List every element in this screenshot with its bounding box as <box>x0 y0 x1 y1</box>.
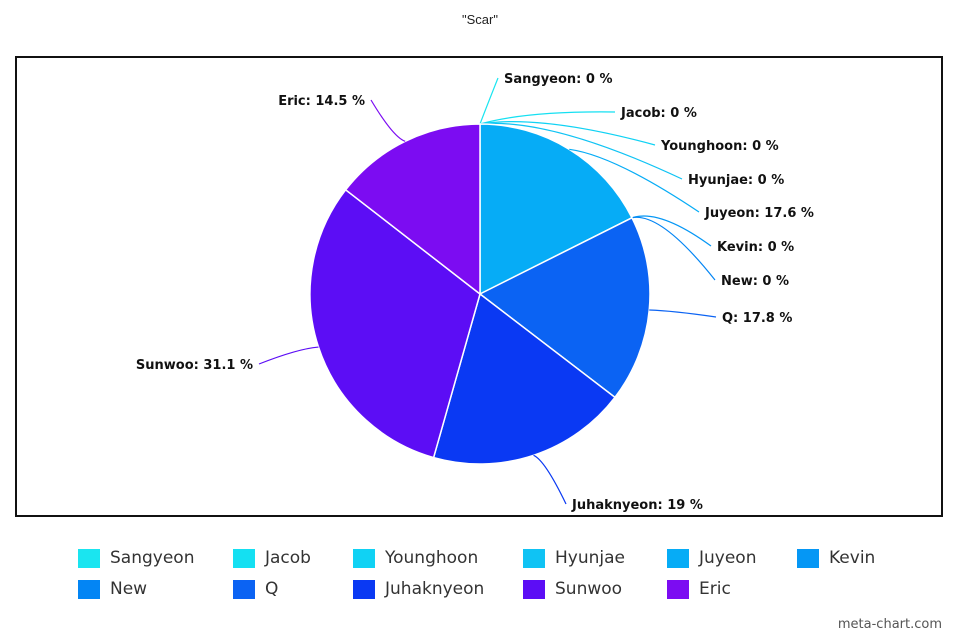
legend-label: Kevin <box>829 548 876 568</box>
legend-swatch <box>78 548 100 568</box>
legend-item-juyeon[interactable]: Juyeon <box>667 547 756 569</box>
legend-label: Hyunjae <box>555 548 625 568</box>
leader-line-eric <box>370 99 406 142</box>
leader-line-juyeon <box>569 148 700 213</box>
legend-swatch <box>353 548 375 568</box>
legend-item-jacob[interactable]: Jacob <box>233 547 311 569</box>
leader-line-new <box>631 216 716 281</box>
legend-label: Jacob <box>265 548 311 568</box>
slice-label-q: Q: 17.8 % <box>722 311 792 326</box>
watermark: meta-chart.com <box>837 617 942 632</box>
chart-title: "Scar" <box>462 12 498 27</box>
slice-label-jacob: Jacob: 0 % <box>620 106 697 121</box>
legend-swatch <box>233 579 255 599</box>
legend-swatch <box>523 579 545 599</box>
leader-line-jacob <box>479 111 616 125</box>
legend-item-juhaknyeon[interactable]: Juhaknyeon <box>353 578 484 600</box>
legend-item-hyunjae[interactable]: Hyunjae <box>523 547 625 569</box>
slice-label-juyeon: Juyeon: 17.6 % <box>704 206 814 221</box>
slice-label-younghoon: Younghoon: 0 % <box>660 139 779 154</box>
legend-item-sunwoo[interactable]: Sunwoo <box>523 578 622 600</box>
legend-item-q[interactable]: Q <box>233 578 278 600</box>
slice-label-sangyeon: Sangyeon: 0 % <box>504 72 613 87</box>
leader-line-younghoon <box>479 121 656 146</box>
legend-item-younghoon[interactable]: Younghoon <box>353 547 478 569</box>
pie-slice-sunwoo <box>309 188 481 459</box>
legend-swatch <box>78 579 100 599</box>
leader-line-q <box>649 309 717 318</box>
legend-item-eric[interactable]: Eric <box>667 578 731 600</box>
leader-line-hyunjae <box>479 122 683 180</box>
pie-slice-q <box>478 216 651 399</box>
legend-swatch <box>353 579 375 599</box>
leader-line-juhaknyeon <box>533 454 567 505</box>
legend-label: Sangyeon <box>110 548 195 568</box>
pie-slice-eric <box>344 123 481 296</box>
legend-label: Sunwoo <box>555 579 623 599</box>
legend-swatch <box>667 548 689 568</box>
slice-label-juhaknyeon: Juhaknyeon: 19 % <box>571 498 703 513</box>
slice-label-kevin: Kevin: 0 % <box>717 240 794 255</box>
legend-label: Q <box>265 579 279 599</box>
legend-swatch <box>797 548 819 568</box>
pie-slice-juhaknyeon <box>432 292 617 465</box>
leader-line-sangyeon <box>479 77 499 125</box>
legend-label: Younghoon <box>385 548 479 568</box>
legend-item-kevin[interactable]: Kevin <box>797 547 875 569</box>
legend-swatch <box>523 548 545 568</box>
legend-swatch <box>667 579 689 599</box>
legend-swatch <box>233 548 255 568</box>
slice-label-hyunjae: Hyunjae: 0 % <box>688 173 784 188</box>
legend-item-sangyeon[interactable]: Sangyeon <box>78 547 194 569</box>
legend-label: Juyeon <box>699 548 757 568</box>
slice-label-new: New: 0 % <box>721 274 789 289</box>
legend-item-new[interactable]: New <box>78 578 147 600</box>
leader-line-sunwoo <box>258 346 319 365</box>
leader-line-kevin <box>631 215 712 247</box>
legend-label: Juhaknyeon <box>385 579 485 599</box>
legend-label: New <box>110 579 148 599</box>
slice-label-eric: Eric: 14.5 % <box>278 94 365 109</box>
legend-label: Eric <box>699 579 731 599</box>
slice-label-sunwoo: Sunwoo: 31.1 % <box>136 358 253 373</box>
